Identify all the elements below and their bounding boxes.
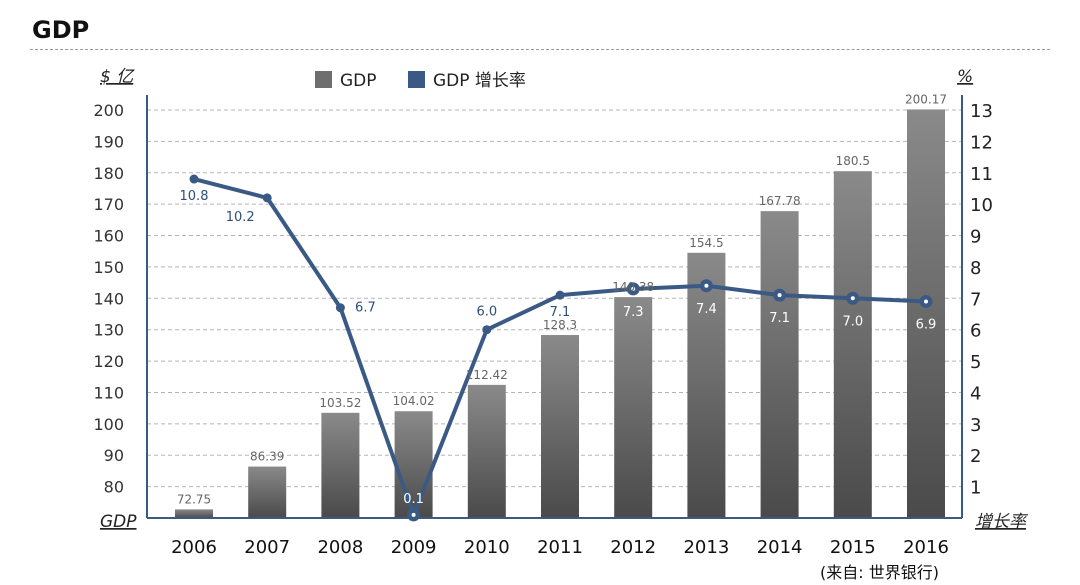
- growth-rate-value-label: 7.1: [769, 311, 790, 326]
- page-title: GDP: [32, 16, 90, 44]
- left-axis-tick-label: 160: [93, 227, 124, 246]
- gdp-value-label: 140.38: [612, 280, 654, 294]
- growth-rate-point: [189, 174, 199, 184]
- left-axis-label: GDP: [100, 512, 137, 532]
- gdp-value-label: 112.42: [466, 368, 508, 382]
- growth-rate-value-label: 7.3: [623, 305, 644, 320]
- left-axis-tick-label: 140: [93, 289, 124, 308]
- left-axis-unit: $ 亿: [100, 67, 135, 87]
- x-axis-tick-label: 2016: [903, 537, 949, 558]
- right-axis-tick-label: 3: [970, 415, 981, 436]
- right-axis-tick-label: 4: [970, 383, 981, 404]
- gdp-bar: [321, 412, 360, 518]
- growth-rate-value-label: 7.4: [696, 302, 717, 317]
- title-divider: [30, 49, 1050, 50]
- source-note: (来自: 世界银行): [820, 563, 939, 582]
- x-axis-tick-label: 2014: [757, 537, 803, 558]
- gdp-bar: [467, 384, 506, 518]
- right-axis-tick-label: 11: [970, 164, 993, 185]
- axes: 8090100110120130140150160170180190200123…: [93, 95, 993, 558]
- gdp-bar: [907, 109, 945, 518]
- legend-swatch-rate: [408, 71, 425, 88]
- left-axis-tick-label: 200: [93, 101, 124, 120]
- growth-rate-value-label: 6.9: [916, 317, 937, 332]
- data-labels: 72.75 86.39 103.52 104.02 112.42 128.3 140.38 1…: [177, 92, 947, 506]
- legend-swatch-gdp: [315, 71, 332, 88]
- x-axis-tick-label: 2007: [244, 537, 290, 558]
- left-axis-tick-label: 120: [93, 352, 124, 371]
- right-axis-tick-label: 9: [970, 227, 981, 248]
- growth-rate-point-center: [631, 286, 636, 291]
- gdp-value-label: 180.5: [836, 154, 870, 168]
- gdp-value-label: 72.75: [177, 492, 211, 506]
- gdp-value-label: 167.78: [759, 194, 801, 208]
- growth-rate-value-label: 7.1: [550, 305, 571, 320]
- right-axis-tick-label: 2: [970, 446, 981, 467]
- x-axis-tick-label: 2012: [610, 537, 656, 558]
- right-axis-tick-label: 7: [970, 289, 981, 310]
- left-axis-tick-label: 130: [93, 321, 124, 340]
- gdp-bar: [394, 411, 433, 518]
- growth-rate-value-label: 10.8: [180, 189, 209, 204]
- gdp-bar: [833, 171, 872, 518]
- gdp-value-label: 103.52: [319, 396, 361, 410]
- left-axis-tick-label: 180: [93, 164, 124, 183]
- x-axis-tick-label: 2015: [830, 537, 876, 558]
- left-axis-tick-label: 80: [104, 478, 124, 497]
- x-axis-tick-label: 2011: [537, 537, 583, 558]
- x-axis-tick-label: 2008: [317, 537, 363, 558]
- gdp-bar: [541, 335, 579, 518]
- gdp-bar: [687, 252, 726, 519]
- right-axis-tick-label: 6: [970, 321, 981, 342]
- gdp-value-label: 128.3: [543, 318, 577, 332]
- x-axis-tick-label: 2013: [683, 537, 729, 558]
- x-axis-tick-label: 2009: [391, 537, 437, 558]
- growth-rate-value-label: 6.0: [476, 305, 497, 320]
- growth-rate-point-center: [924, 299, 928, 304]
- legend: GDP GDP 增长率: [315, 71, 526, 91]
- legend-label-gdp: GDP: [340, 71, 377, 91]
- right-axis-tick-label: 1: [970, 478, 981, 499]
- gdp-value-label: 154.5: [689, 236, 723, 250]
- gdp-value-label: 104.02: [393, 394, 435, 408]
- growth-rate-value-label: 6.7: [355, 301, 376, 316]
- right-axis-tick-label: 5: [970, 352, 981, 373]
- left-axis-tick-label: 100: [93, 415, 124, 434]
- growth-rate-point-center: [411, 512, 416, 517]
- gdp-value-label: 86.39: [250, 450, 284, 464]
- right-axis-tick-label: 13: [970, 101, 993, 122]
- growth-rate-value-label: 0.1: [403, 492, 424, 507]
- growth-rate-value-label: 7.0: [842, 314, 863, 329]
- left-axis-tick-label: 110: [93, 383, 124, 402]
- gdp-bar: [175, 509, 213, 518]
- right-axis-label: 增长率: [975, 512, 1029, 532]
- right-axis-tick-label: 8: [970, 258, 981, 279]
- left-axis-tick-label: 170: [93, 195, 124, 214]
- growth-rate-point: [335, 303, 345, 313]
- x-axis-tick-label: 2006: [171, 537, 217, 558]
- growth-rate-line: [189, 174, 933, 522]
- growth-rate-point: [555, 290, 565, 300]
- left-axis-tick-label: 190: [93, 132, 124, 151]
- growth-rate-point: [482, 325, 492, 335]
- left-axis-tick-label: 90: [104, 446, 124, 465]
- growth-rate-point-center: [850, 296, 855, 301]
- gdp-bar: [614, 297, 653, 518]
- growth-rate-value-label: 10.2: [226, 210, 255, 225]
- right-axis-unit: %: [957, 67, 973, 87]
- growth-rate-point-center: [704, 283, 709, 288]
- legend-label-rate: GDP 增长率: [433, 71, 526, 91]
- gdp-value-label: 200.17: [905, 92, 947, 106]
- left-axis-tick-label: 150: [93, 258, 124, 277]
- right-axis-tick-label: 12: [970, 132, 993, 153]
- gdp-bar: [248, 466, 287, 518]
- growth-rate-point: [262, 193, 272, 203]
- gdp-bars: [175, 109, 945, 519]
- growth-rate-point-center: [777, 293, 782, 298]
- gdp-bar: [760, 211, 799, 519]
- x-axis-tick-label: 2010: [464, 537, 510, 558]
- right-axis-tick-label: 10: [970, 195, 993, 216]
